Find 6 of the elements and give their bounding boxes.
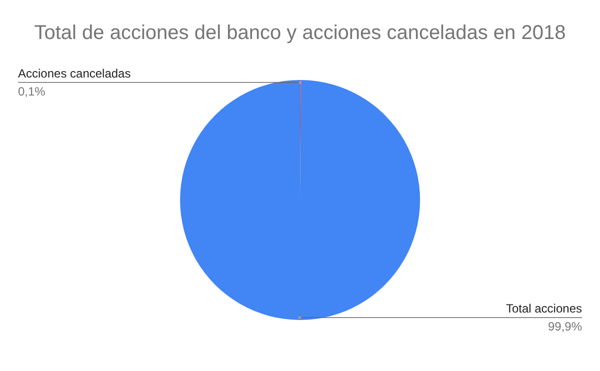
pie-slice (180, 80, 420, 320)
data-label: 0,1% (18, 84, 46, 98)
slice-label: Total acciones (506, 302, 582, 316)
slice-label: Acciones canceladas (18, 66, 131, 80)
chart-title: Total de acciones del banco y acciones canceladas en 2018 (34, 22, 566, 44)
data-label: 99,9% (548, 320, 582, 334)
